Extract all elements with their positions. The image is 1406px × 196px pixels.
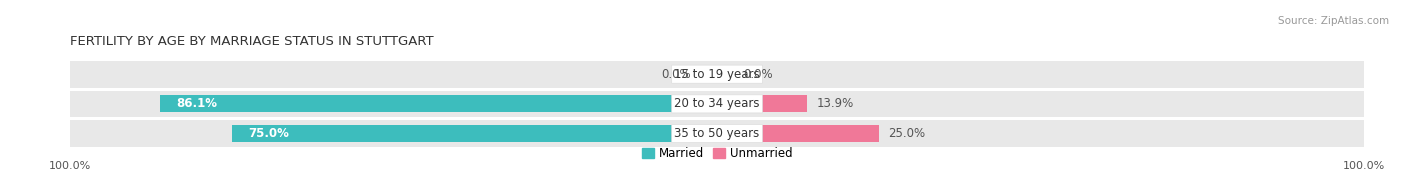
Bar	[160, 95, 717, 113]
Legend: Married, Unmarried: Married, Unmarried	[637, 142, 797, 165]
Text: 25.0%: 25.0%	[889, 127, 925, 140]
FancyBboxPatch shape	[672, 65, 762, 83]
Bar	[70, 120, 1364, 147]
Text: 75.0%: 75.0%	[247, 127, 290, 140]
Text: 20 to 34 years: 20 to 34 years	[675, 97, 759, 110]
Text: 35 to 50 years: 35 to 50 years	[675, 127, 759, 140]
Bar	[717, 125, 879, 142]
Text: FERTILITY BY AGE BY MARRIAGE STATUS IN STUTTGART: FERTILITY BY AGE BY MARRIAGE STATUS IN S…	[70, 35, 434, 48]
FancyBboxPatch shape	[672, 95, 762, 113]
Text: 86.1%: 86.1%	[176, 97, 218, 110]
Bar	[70, 91, 1364, 117]
Text: Source: ZipAtlas.com: Source: ZipAtlas.com	[1278, 16, 1389, 26]
Text: 13.9%: 13.9%	[817, 97, 853, 110]
Text: 0.0%: 0.0%	[662, 68, 692, 81]
Bar	[717, 66, 734, 83]
Text: 0.0%: 0.0%	[742, 68, 772, 81]
Bar	[700, 66, 717, 83]
Bar	[717, 95, 807, 113]
Bar	[70, 61, 1364, 88]
FancyBboxPatch shape	[672, 124, 762, 143]
Text: 15 to 19 years: 15 to 19 years	[675, 68, 759, 81]
Bar	[232, 125, 717, 142]
